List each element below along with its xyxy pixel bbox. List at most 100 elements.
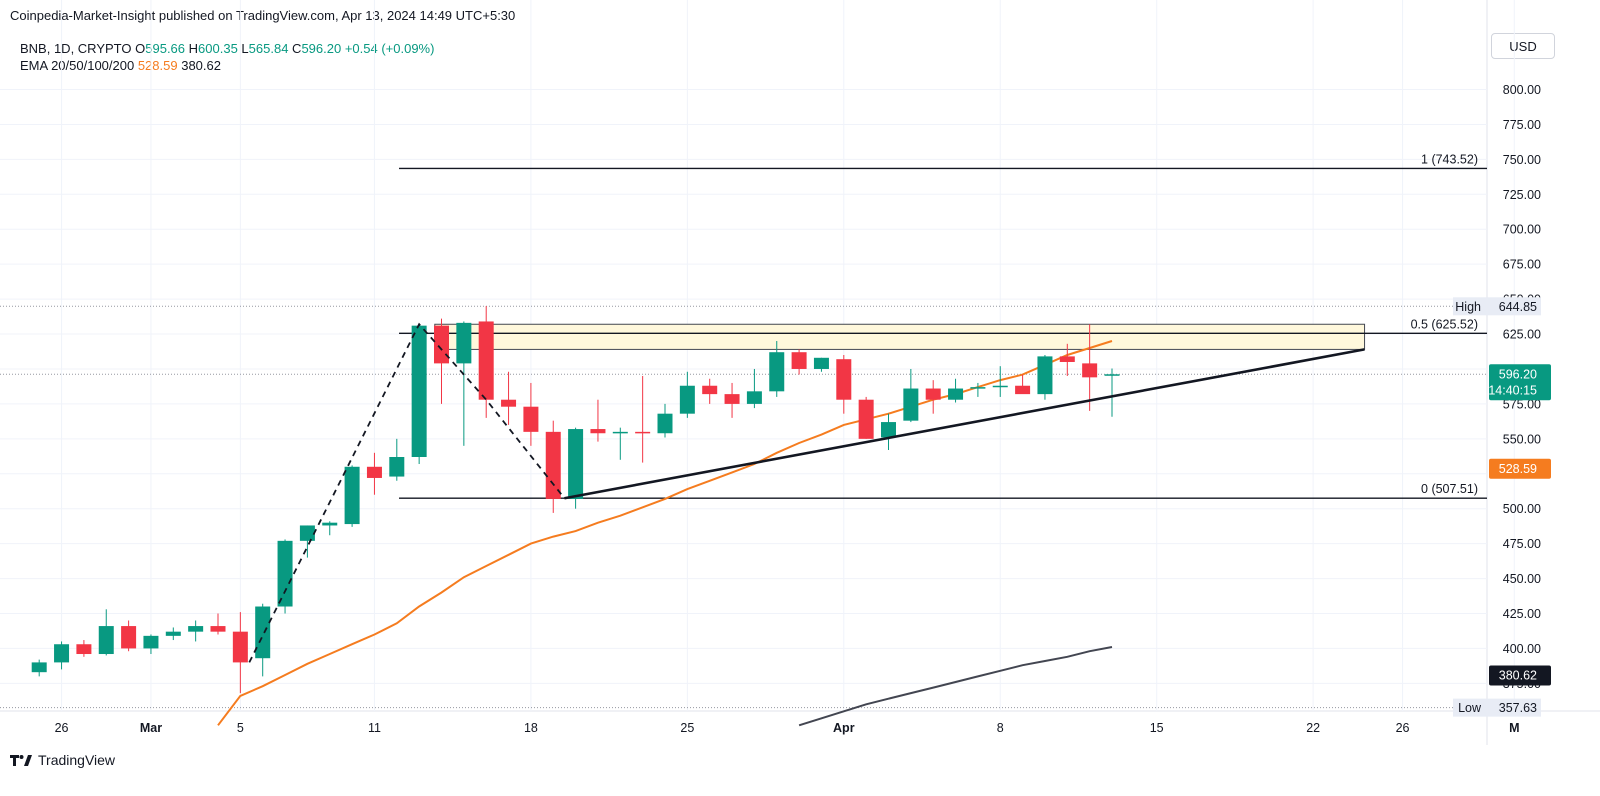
- price-tick-label: 500.00: [1503, 502, 1541, 516]
- candle-body: [501, 399, 517, 407]
- candle-body: [746, 391, 762, 404]
- candle-down: [478, 306, 494, 418]
- candle-up: [456, 321, 472, 446]
- low-tag-label: Low: [1458, 701, 1482, 715]
- candle-body: [545, 431, 561, 499]
- candle-body: [210, 626, 226, 632]
- time-tick-label: 25: [680, 721, 694, 735]
- candle-body: [836, 359, 852, 400]
- candle-body: [657, 413, 673, 434]
- high-tag-label-bg: [1453, 297, 1489, 316]
- candle-body: [411, 325, 427, 457]
- trend-lines: [248, 322, 1365, 663]
- time-tick-label: 22: [1306, 721, 1320, 735]
- ema-label[interactable]: EMA 20/50/100/200: [20, 58, 135, 73]
- price-tick-label: 775.00: [1503, 118, 1541, 132]
- candle-up: [970, 382, 986, 397]
- ema-lines: [217, 340, 1113, 727]
- candle-up: [98, 609, 114, 656]
- candle-down: [210, 613, 226, 635]
- close-label: C: [292, 41, 302, 56]
- candle-body: [389, 456, 405, 477]
- ema-line-1: [217, 340, 1113, 726]
- candle-body: [76, 644, 92, 655]
- candle-body: [881, 422, 896, 438]
- ohlc-row: BNB, 1D, CRYPTO O595.66 H600.35 L565.84 …: [20, 40, 434, 57]
- candle-down: [501, 371, 517, 425]
- ema-line-2: [798, 646, 1113, 727]
- fib-level-0-label: 0 (507.51): [1421, 482, 1478, 496]
- candle-down: [1059, 343, 1075, 376]
- candle-up: [31, 659, 47, 677]
- price-tick-label: 750.00: [1503, 153, 1541, 167]
- candle-body: [277, 540, 293, 607]
- candle-down: [836, 354, 852, 414]
- candle-body: [568, 429, 584, 499]
- ema-value-1: 528.59: [137, 58, 178, 73]
- candle-down: [724, 382, 740, 418]
- high-tag-value: 644.85: [1499, 300, 1537, 314]
- price-tick-label: 575.00: [1503, 397, 1541, 411]
- price-tick-label: 725.00: [1503, 188, 1541, 202]
- time-tick-label: Apr: [833, 721, 855, 735]
- candle-body: [791, 352, 807, 369]
- candle-down: [791, 349, 807, 375]
- candle-up: [344, 465, 360, 527]
- time-tick-label: 26: [55, 721, 69, 735]
- price-tick-label: 800.00: [1503, 83, 1541, 97]
- candle-body: [903, 388, 919, 421]
- candle-up: [813, 357, 829, 372]
- candle-down: [121, 620, 137, 652]
- time-tick-label: 5: [237, 721, 244, 735]
- candle-body: [478, 321, 494, 400]
- tradingview-logo-icon: [10, 753, 32, 767]
- candle-body: [98, 626, 114, 655]
- candle-down: [523, 382, 539, 446]
- fib-retracement: 1 (743.52) 0.5 (625.52) 0 (507.51): [399, 152, 1487, 499]
- currency-button[interactable]: USD: [1491, 33, 1555, 59]
- publisher-line: Coinpedia-Market-Insight published on Tr…: [10, 8, 516, 23]
- ema-1-tag-text-0: 528.59: [1499, 462, 1537, 476]
- time-tick-label: M: [1509, 721, 1519, 735]
- low-tag-label-bg: [1453, 698, 1489, 717]
- time-axis: 26 Mar 5 11 18 25 Apr 8 15 22 26 M: [55, 721, 1520, 735]
- candle-up: [54, 641, 70, 670]
- time-tick-label: 18: [524, 721, 538, 735]
- time-tick-label: 15: [1150, 721, 1164, 735]
- price-tick-label: 675.00: [1503, 258, 1541, 272]
- candle-up: [948, 378, 964, 403]
- price-axis: 800.00775.00750.00725.00700.00675.00650.…: [1453, 83, 1551, 717]
- candle-body: [948, 388, 964, 400]
- candle-up: [299, 525, 315, 558]
- candle-body: [31, 662, 47, 673]
- candle-up: [746, 368, 762, 409]
- candle-body: [702, 385, 718, 395]
- candle-body: [813, 357, 829, 369]
- candle-body: [344, 466, 360, 525]
- candle-body: [366, 466, 382, 478]
- footer: TradingView: [10, 752, 115, 768]
- candle-body: [54, 644, 70, 663]
- time-tick-label: 26: [1396, 721, 1410, 735]
- candle-body: [165, 631, 181, 636]
- fib-level-05-label: 0.5 (625.52): [1411, 317, 1478, 331]
- high-value: 600.35: [198, 41, 238, 56]
- ema-1-tag-bg: [1489, 458, 1551, 479]
- candle-body: [1082, 363, 1098, 378]
- high-tag: High 644.85: [1453, 297, 1541, 316]
- ema-1-tag: 528.59: [1489, 458, 1551, 479]
- candle-up: [679, 371, 695, 418]
- change-value: +0.54 (+0.09%): [344, 41, 435, 56]
- candle-body: [612, 431, 628, 434]
- candle-body: [590, 429, 606, 434]
- current-price-tag-bg: [1489, 364, 1551, 401]
- candle-up: [143, 634, 159, 655]
- symbol-label[interactable]: BNB, 1D, CRYPTO: [20, 41, 132, 56]
- candle-body: [255, 606, 271, 659]
- candle-down: [590, 399, 606, 442]
- price-chart[interactable]: 1 (743.52) 0.5 (625.52) 0 (507.51) 800.00 7…: [0, 0, 1600, 745]
- current-price-tag-text-0: 596.20: [1499, 367, 1537, 381]
- candle-down: [1082, 324, 1098, 411]
- candle-body: [299, 525, 315, 541]
- candle-body: [1037, 356, 1053, 395]
